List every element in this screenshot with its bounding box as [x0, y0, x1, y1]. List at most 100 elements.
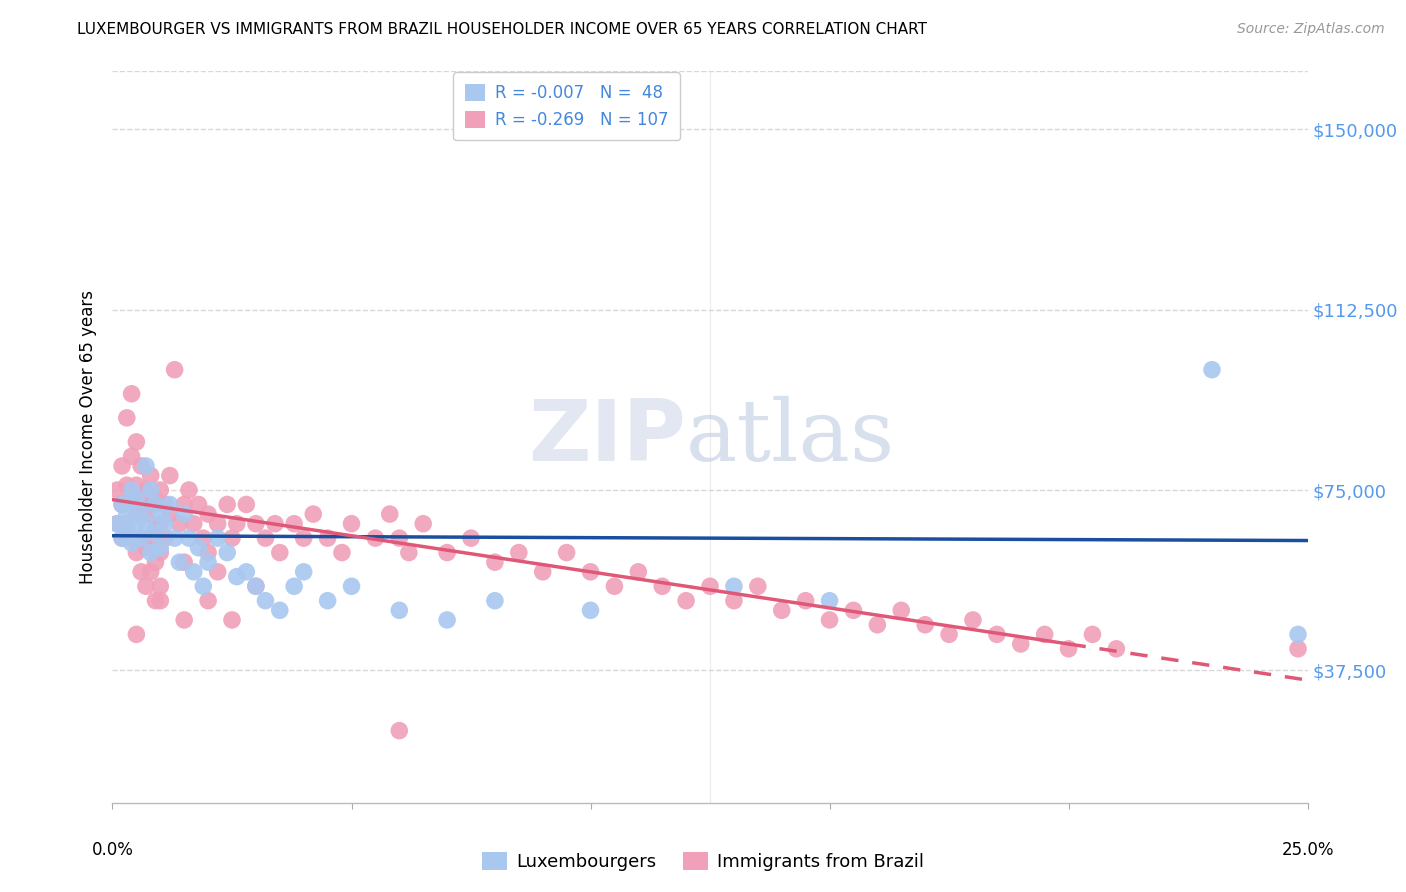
Point	[283, 579, 305, 593]
Point	[340, 579, 363, 593]
Point	[115, 507, 138, 521]
Point	[121, 531, 143, 545]
Point	[254, 593, 277, 607]
Point	[207, 531, 229, 545]
Point	[770, 603, 793, 617]
Point	[173, 507, 195, 521]
Point	[111, 498, 134, 512]
Point	[121, 483, 143, 497]
Point	[217, 498, 239, 512]
Point	[129, 502, 152, 516]
Point	[115, 410, 138, 425]
Point	[579, 565, 602, 579]
Point	[388, 603, 411, 617]
Point	[245, 579, 267, 593]
Point	[149, 545, 172, 559]
Point	[217, 545, 239, 559]
Point	[121, 450, 143, 464]
Point	[159, 468, 181, 483]
Point	[197, 545, 219, 559]
Point	[221, 613, 243, 627]
Point	[111, 458, 134, 473]
Point	[139, 545, 162, 559]
Point	[818, 593, 841, 607]
Point	[603, 579, 626, 593]
Point	[129, 531, 152, 545]
Text: 0.0%: 0.0%	[91, 841, 134, 859]
Point	[125, 507, 148, 521]
Point	[890, 603, 912, 617]
Point	[986, 627, 1008, 641]
Point	[163, 531, 186, 545]
Point	[378, 507, 401, 521]
Text: 25.0%: 25.0%	[1281, 841, 1334, 859]
Point	[1105, 641, 1128, 656]
Point	[139, 498, 162, 512]
Point	[105, 483, 128, 497]
Point	[225, 569, 247, 583]
Point	[193, 579, 215, 593]
Point	[842, 603, 865, 617]
Point	[129, 498, 152, 512]
Point	[207, 516, 229, 531]
Point	[723, 593, 745, 607]
Point	[111, 531, 134, 545]
Point	[187, 541, 209, 555]
Point	[145, 593, 167, 607]
Point	[245, 516, 267, 531]
Point	[135, 458, 157, 473]
Point	[302, 507, 325, 521]
Point	[135, 541, 157, 555]
Point	[111, 498, 134, 512]
Point	[484, 593, 506, 607]
Point	[129, 458, 152, 473]
Point	[135, 516, 157, 531]
Point	[111, 531, 134, 545]
Point	[169, 555, 191, 569]
Point	[484, 555, 506, 569]
Point	[651, 579, 673, 593]
Point	[129, 531, 152, 545]
Point	[264, 516, 287, 531]
Point	[1033, 627, 1056, 641]
Point	[121, 386, 143, 401]
Point	[139, 483, 162, 497]
Point	[125, 492, 148, 507]
Point	[508, 545, 530, 559]
Point	[173, 498, 195, 512]
Point	[159, 507, 181, 521]
Point	[364, 531, 387, 545]
Point	[115, 478, 138, 492]
Point	[254, 531, 277, 545]
Point	[121, 492, 143, 507]
Point	[153, 531, 176, 545]
Legend: Luxembourgers, Immigrants from Brazil: Luxembourgers, Immigrants from Brazil	[474, 845, 932, 879]
Point	[699, 579, 721, 593]
Point	[115, 516, 138, 531]
Point	[1081, 627, 1104, 641]
Point	[149, 579, 172, 593]
Point	[723, 579, 745, 593]
Point	[145, 555, 167, 569]
Point	[340, 516, 363, 531]
Point	[555, 545, 578, 559]
Point	[145, 521, 167, 535]
Point	[747, 579, 769, 593]
Point	[105, 516, 128, 531]
Text: ZIP: ZIP	[529, 395, 686, 479]
Point	[115, 521, 138, 535]
Point	[1057, 641, 1080, 656]
Point	[207, 565, 229, 579]
Point	[121, 536, 143, 550]
Point	[129, 565, 152, 579]
Point	[1286, 641, 1309, 656]
Point	[225, 516, 247, 531]
Text: LUXEMBOURGER VS IMMIGRANTS FROM BRAZIL HOUSEHOLDER INCOME OVER 65 YEARS CORRELAT: LUXEMBOURGER VS IMMIGRANTS FROM BRAZIL H…	[77, 22, 928, 37]
Point	[183, 565, 205, 579]
Point	[460, 531, 482, 545]
Point	[145, 526, 167, 541]
Point	[149, 541, 172, 555]
Text: atlas: atlas	[686, 395, 896, 479]
Point	[177, 531, 200, 545]
Y-axis label: Householder Income Over 65 years: Householder Income Over 65 years	[79, 290, 97, 584]
